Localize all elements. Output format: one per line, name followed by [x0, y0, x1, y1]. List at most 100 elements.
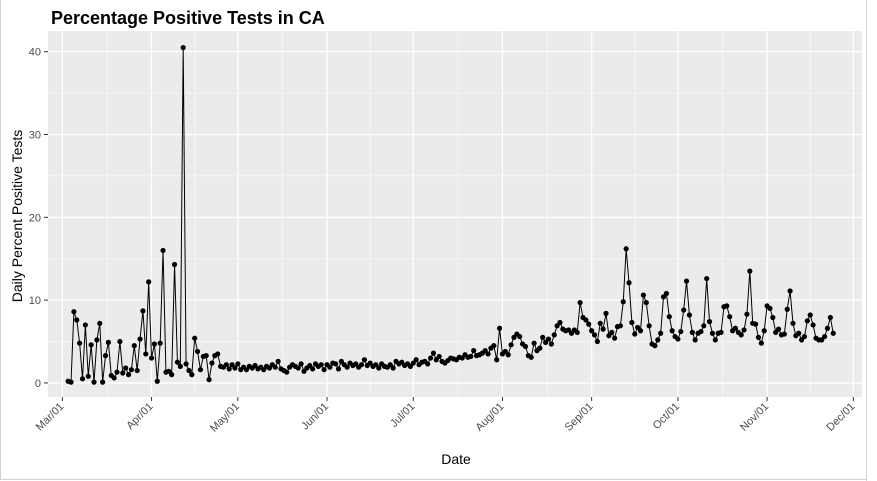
x-tick-label: Jun/01	[299, 401, 331, 433]
data-point	[436, 353, 442, 360]
data-point	[71, 309, 77, 315]
data-point	[275, 358, 281, 364]
data-point	[318, 362, 324, 368]
data-point	[655, 337, 661, 343]
data-point	[712, 337, 718, 343]
data-point	[678, 328, 684, 335]
data-point	[194, 348, 201, 355]
data-point	[390, 365, 396, 371]
grid-minor	[48, 31, 862, 397]
data-point	[327, 364, 333, 370]
data-point	[215, 351, 221, 357]
data-point	[681, 307, 687, 313]
data-point	[609, 329, 615, 336]
data-point	[203, 353, 209, 359]
data-point	[732, 325, 739, 331]
data-point	[698, 328, 704, 335]
data-point	[508, 342, 514, 348]
data-point	[646, 323, 652, 329]
data-point	[557, 319, 563, 326]
data-point	[591, 332, 598, 338]
x-tick-label: Mar/01	[34, 401, 67, 434]
data-point	[718, 329, 724, 336]
chart-title: Percentage Positive Tests in CA	[51, 8, 325, 28]
data-point	[738, 332, 744, 338]
data-point	[120, 370, 126, 376]
data-point	[77, 340, 83, 346]
data-point	[600, 326, 606, 332]
data-point	[781, 331, 787, 337]
data-point	[344, 364, 350, 370]
x-tick-label: Nov/01	[738, 401, 771, 434]
x-tick-label: Sep/01	[563, 401, 596, 434]
data-point	[761, 328, 767, 334]
data-point	[744, 311, 750, 317]
x-axis-title: Date	[441, 451, 471, 467]
data-point	[94, 337, 100, 343]
data-point	[333, 361, 339, 367]
data-point	[223, 362, 229, 368]
data-point	[767, 305, 773, 311]
data-point	[548, 341, 554, 347]
x-tick-label: Dec/01	[824, 401, 857, 434]
data-point	[413, 357, 419, 363]
data-point	[125, 372, 132, 378]
y-tick-label: 0	[35, 378, 41, 390]
data-point	[669, 328, 675, 334]
data-point	[361, 357, 367, 363]
data-point	[643, 300, 649, 306]
data-point	[537, 345, 543, 351]
data-point	[663, 290, 670, 297]
data-point	[321, 367, 327, 373]
data-point	[180, 44, 186, 51]
data-point	[114, 369, 120, 375]
data-point	[505, 352, 511, 358]
y-tick-label: 30	[29, 130, 41, 142]
data-point	[807, 312, 813, 318]
data-point	[522, 343, 529, 350]
data-point	[335, 366, 342, 372]
data-point	[197, 367, 204, 373]
data-point	[583, 317, 589, 323]
data-point	[822, 333, 828, 340]
data-point	[358, 362, 365, 368]
data-point	[123, 365, 129, 371]
data-point	[686, 312, 693, 318]
data-point	[74, 317, 80, 323]
data-point	[787, 288, 793, 294]
data-point	[752, 321, 759, 327]
data-point	[137, 336, 143, 342]
data-point	[471, 348, 477, 354]
data-point	[148, 355, 155, 361]
y-tick-label: 40	[29, 47, 41, 59]
data-point	[468, 353, 474, 360]
data-point	[298, 361, 304, 367]
data-point	[666, 314, 672, 320]
data-point	[603, 310, 609, 316]
data-point	[485, 351, 491, 357]
data-point	[128, 367, 135, 373]
data-point	[770, 314, 776, 321]
data-point	[632, 331, 638, 337]
data-point	[209, 360, 215, 366]
data-point	[171, 261, 178, 268]
data-point	[295, 365, 301, 371]
data-point	[425, 361, 431, 367]
data-point	[517, 333, 523, 340]
data-point	[102, 353, 109, 359]
data-point	[310, 366, 316, 372]
data-point	[741, 327, 747, 333]
right-edge-strip	[866, 0, 877, 481]
data-point	[68, 379, 74, 385]
data-point	[626, 280, 632, 286]
data-point	[82, 322, 88, 328]
data-point	[496, 325, 503, 331]
data-point	[235, 361, 241, 367]
data-point	[146, 279, 152, 285]
data-point	[755, 334, 762, 340]
data-point	[376, 365, 382, 371]
y-tick-label: 10	[29, 295, 41, 307]
data-point	[174, 359, 181, 365]
data-point	[594, 338, 600, 345]
data-point	[206, 377, 212, 383]
